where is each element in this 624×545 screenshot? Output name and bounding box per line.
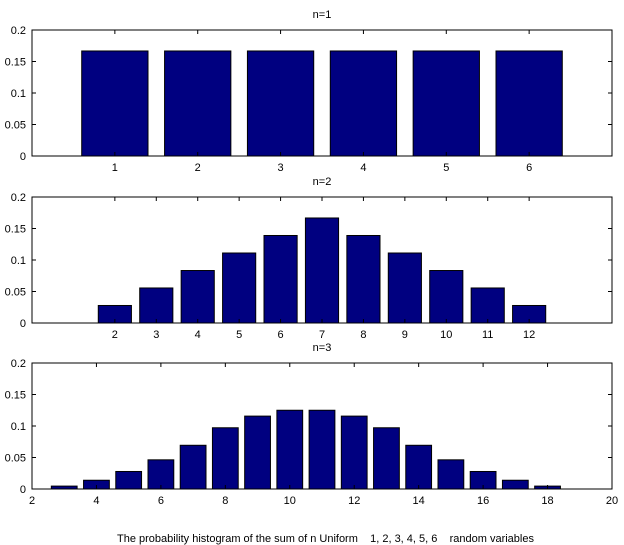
x-tick-label: 11 bbox=[482, 329, 493, 341]
x-tick-label: 10 bbox=[284, 495, 296, 507]
x-tick-label: 2 bbox=[195, 162, 201, 174]
bar bbox=[180, 270, 215, 324]
bar bbox=[263, 234, 298, 324]
bar bbox=[387, 252, 422, 324]
figure-caption: The probability histogram of the sum of … bbox=[117, 533, 534, 545]
x-tick-label: 3 bbox=[278, 162, 284, 174]
bar bbox=[222, 252, 257, 324]
bar bbox=[373, 427, 400, 490]
bar bbox=[115, 470, 143, 490]
y-tick-label: 0.15 bbox=[5, 224, 26, 236]
y-tick-label: 0.15 bbox=[5, 390, 26, 402]
bar bbox=[501, 479, 529, 490]
x-tick-label: 10 bbox=[440, 329, 452, 341]
x-tick-label: 6 bbox=[526, 162, 532, 174]
bar bbox=[346, 234, 381, 324]
bar bbox=[304, 217, 340, 324]
x-tick-label: 4 bbox=[93, 495, 99, 507]
subplot-title: n=1 bbox=[313, 9, 332, 21]
y-tick-label: 0.05 bbox=[5, 453, 26, 465]
y-tick-label: 0.15 bbox=[5, 57, 26, 69]
bar bbox=[405, 444, 433, 490]
bar bbox=[329, 50, 398, 157]
x-tick-label: 18 bbox=[541, 495, 553, 507]
bar bbox=[164, 50, 232, 157]
x-tick-label: 6 bbox=[158, 495, 164, 507]
subplot-n1: 0 0.05 0.1 0.15 0.2 1 2 3 4 5 6 n=1 bbox=[5, 9, 613, 174]
y-tick-label: 0 bbox=[20, 151, 26, 163]
x-tick-label: 7 bbox=[319, 329, 325, 341]
bar bbox=[437, 459, 465, 490]
y-tick-label: 0.2 bbox=[11, 25, 26, 37]
x-tick-label: 2 bbox=[112, 329, 118, 341]
x-tick-label: 5 bbox=[236, 329, 242, 341]
x-tick-label: 9 bbox=[402, 329, 408, 341]
bar bbox=[470, 287, 505, 324]
y-tick-label: 0.1 bbox=[11, 421, 26, 433]
x-tick-label: 2 bbox=[29, 495, 35, 507]
subplot-title: n=3 bbox=[313, 342, 332, 354]
bar bbox=[139, 287, 174, 324]
x-tick-label: 14 bbox=[413, 495, 425, 507]
x-tick-label: 12 bbox=[348, 495, 360, 507]
y-tick-label: 0.05 bbox=[5, 287, 26, 299]
bar bbox=[246, 50, 315, 157]
x-tick-label: 3 bbox=[153, 329, 159, 341]
x-tick-label: 4 bbox=[195, 329, 201, 341]
bar bbox=[179, 444, 207, 490]
y-tick-label: 0.2 bbox=[11, 192, 26, 204]
x-tick-label: 8 bbox=[360, 329, 366, 341]
y-tick-label: 0.1 bbox=[11, 88, 26, 100]
bar bbox=[81, 50, 149, 157]
y-tick-label: 0 bbox=[20, 318, 26, 330]
x-tick-label: 8 bbox=[222, 495, 228, 507]
subplot-title: n=2 bbox=[313, 176, 332, 188]
x-tick-label: 16 bbox=[477, 495, 489, 507]
x-tick-label: 4 bbox=[360, 162, 366, 174]
bar bbox=[244, 415, 271, 490]
bar bbox=[308, 409, 336, 490]
figure-caption-container: The probability histogram of the sum of … bbox=[0, 521, 624, 545]
x-tick-label: 5 bbox=[443, 162, 449, 174]
x-tick-label: 6 bbox=[278, 329, 284, 341]
y-tick-label: 0.2 bbox=[11, 358, 26, 370]
bar bbox=[211, 427, 239, 490]
bar bbox=[429, 270, 464, 324]
bar bbox=[147, 459, 175, 490]
y-tick-label: 0.1 bbox=[11, 255, 26, 267]
bar bbox=[276, 409, 304, 490]
bar bbox=[412, 50, 480, 157]
x-tick-label: 1 bbox=[112, 162, 118, 174]
subplot-n2: 0 0.05 0.1 0.15 0.2 2 3 4 5 6 7 8 9 10 11 12 n=2 bbox=[5, 176, 613, 341]
x-tick-label: 20 bbox=[606, 495, 618, 507]
x-tick-label: 12 bbox=[523, 329, 535, 341]
y-tick-label: 0.05 bbox=[5, 120, 26, 132]
y-tick-label: 0 bbox=[20, 484, 26, 496]
bar bbox=[340, 415, 368, 490]
subplot-n3: 0 0.05 0.1 0.15 0.2 2 4 6 8 10 12 14 16 18 20 n=3 bbox=[5, 342, 619, 507]
bar bbox=[495, 50, 563, 157]
